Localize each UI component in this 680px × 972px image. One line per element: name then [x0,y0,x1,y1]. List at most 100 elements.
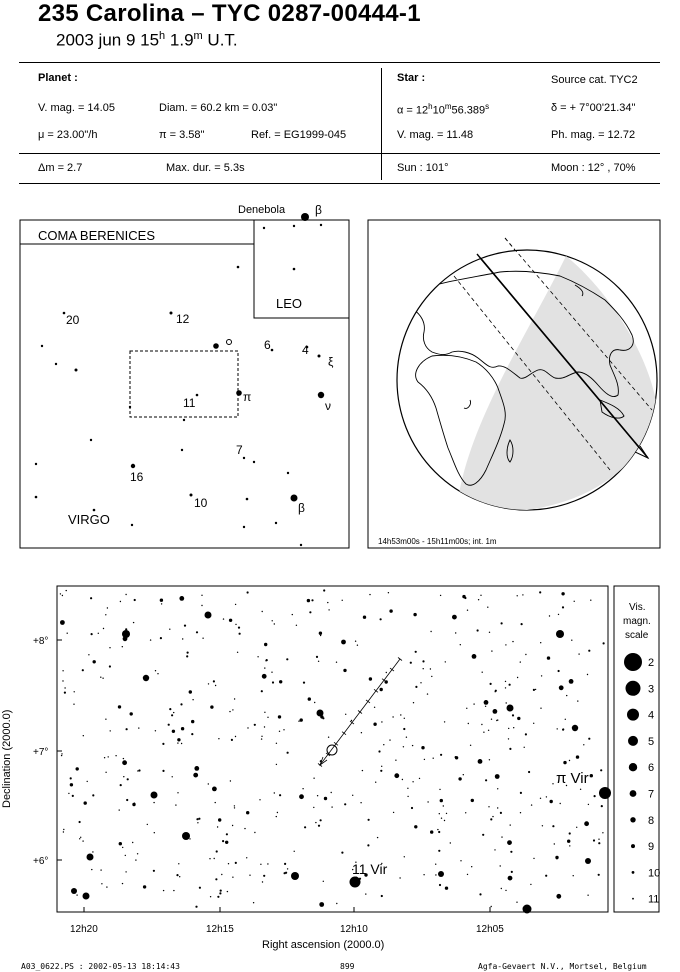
field-star [501,836,503,838]
field-star [88,654,90,656]
field-star [462,774,464,776]
field-star [123,776,125,778]
x-tick-label: 12h15 [206,924,234,935]
field-star [125,593,127,596]
field-star [180,742,183,745]
field-star [409,661,412,664]
field-star [125,628,128,631]
field-star [192,699,194,701]
field-star [62,831,65,833]
field-star [490,718,493,720]
field-star [298,720,300,722]
scale-mag-label: 3 [648,683,654,695]
field-star [442,805,444,807]
field-star [477,759,483,764]
field-star [505,644,507,646]
leo-label: LEO [276,296,302,311]
scale-dot [627,708,639,721]
info-bottom-rule [19,183,660,184]
scale-dot [630,817,636,823]
field-star [197,822,199,824]
field-star [567,839,571,843]
field-star [153,832,155,834]
field-star [59,593,62,595]
field-star [562,728,565,730]
event-minutes: 1.9 [165,30,194,50]
field-star [458,777,462,781]
planet-ref: Ref. = EG1999-045 [251,129,347,141]
finder-star [317,354,321,358]
field-star [336,902,338,905]
finder-star-label: 10 [194,496,208,510]
field-star [135,859,137,861]
field-star [479,893,482,896]
field-star [598,842,601,845]
field-star [520,623,523,626]
continents [411,270,634,486]
field-star [500,622,503,625]
finder-star [262,226,266,230]
field-star [115,755,117,757]
denebola-label: Denebola [238,204,286,216]
bright-star [556,630,564,638]
field-star [354,640,357,642]
field-star [173,889,175,892]
field-star [212,786,217,792]
field-star [315,821,317,824]
scale-title-line: scale [625,630,649,641]
field-star [373,706,376,708]
field-star [198,817,201,820]
field-star [264,667,266,669]
field-star [345,713,347,715]
field-star [230,738,233,742]
field-star [105,718,107,720]
field-star [507,738,510,740]
field-star [471,654,477,659]
finder-star [319,223,323,227]
field-star [260,690,263,693]
ground-track [476,253,649,459]
field-star [236,651,239,653]
field-star [438,849,441,852]
field-star [284,862,287,866]
field-star [225,833,228,836]
field-star [247,727,249,729]
scale-dot [624,653,642,671]
field-star [108,665,111,668]
field-star [214,801,216,804]
field-star [477,599,480,601]
planet-diam: Diam. = 60.2 km = 0.03" [159,102,278,114]
field-star [171,776,173,778]
finder-star [274,521,278,525]
field-star [438,830,441,834]
field-star [260,738,263,740]
scale-dot [629,790,637,797]
finder-star [270,348,274,352]
field-star [261,735,263,737]
field-star [564,718,566,720]
scale-mag-label: 5 [648,736,654,748]
field-star [429,668,432,670]
field-star [511,714,515,717]
field-star [439,788,441,791]
field-star [460,860,462,862]
field-star [328,609,330,611]
field-star [559,802,561,805]
finder-star [180,448,184,452]
field-star [410,806,414,810]
field-star [341,851,344,854]
field-star [237,626,241,629]
field-star [73,703,75,705]
field-star [545,796,548,798]
finder-star [292,267,296,271]
field-star [578,653,580,655]
scale-mag-label: 7 [648,789,654,801]
field-star [132,621,135,624]
field-star [75,767,79,771]
field-star [369,593,371,596]
field-star [101,883,103,885]
field-star [516,595,518,597]
field-star [231,824,234,827]
finder-star [317,391,325,399]
